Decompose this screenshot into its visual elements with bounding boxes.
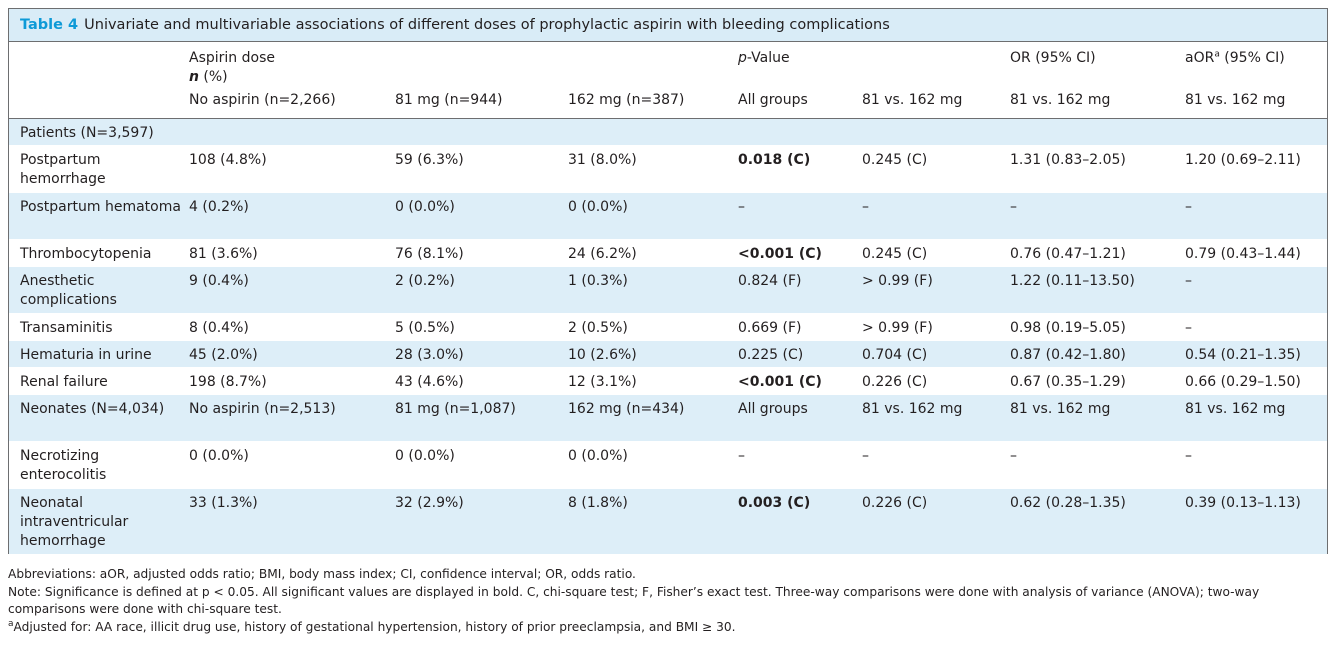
data-table: Aspirin dose n (%) p-Value OR (95% CI) aO…	[9, 42, 1327, 554]
col-162mg: 162 mg (n=387)	[568, 92, 685, 108]
table-frame: Table 4 Univariate and multivariable asso…	[8, 8, 1328, 554]
aor-header: aORa (95% CI)	[1185, 49, 1285, 66]
header-row-1: Aspirin dose n (%) p-Value OR (95% CI) aO…	[9, 42, 1327, 89]
table-row: Neonatal intraventricular hemorrhage 33 …	[9, 488, 1327, 554]
significance-note: Note: Significance is defined at p < 0.0…	[8, 584, 1260, 617]
table-row: Postpartum hemorrhage 108 (4.8%) 59 (6.3…	[9, 145, 1327, 192]
header-row-2: No aspirin (n=2,266) 81 mg (n=944) 162 m…	[9, 89, 1327, 118]
abbreviations-note: Abbreviations: aOR, adjusted odds ratio;…	[8, 567, 636, 581]
table-caption: Table 4 Univariate and multivariable asso…	[9, 9, 1327, 42]
table-row: Necrotizing enterocolitis 0 (0.0%) 0 (0.…	[9, 441, 1327, 488]
table-row: Anesthetic complications 9 (0.4%) 2 (0.2…	[9, 266, 1327, 313]
col-no-aspirin: No aspirin (n=2,266)	[189, 92, 336, 108]
table-label: Table 4	[20, 17, 79, 33]
patients-label: Patients (N=3,597)	[20, 124, 154, 141]
adjustment-footnote: aAdjusted for: AA race, illicit drug use…	[8, 618, 736, 634]
table-row: Hematuria in urine 45 (2.0%) 28 (3.0%) 1…	[9, 340, 1327, 367]
col-or-81-162: 81 vs. 162 mg	[1010, 92, 1111, 108]
neonates-group-row: Neonates (N=4,034) No aspirin (n=2,513) …	[9, 394, 1327, 441]
col-81mg: 81 mg (n=944)	[395, 92, 503, 108]
table-row: Thrombocytopenia 81 (3.6%) 76 (8.1%) 24 …	[9, 239, 1327, 266]
table-row: Transaminitis 8 (0.4%) 5 (0.5%) 2 (0.5%)…	[9, 313, 1327, 340]
col-p-81-162: 81 vs. 162 mg	[862, 92, 963, 108]
aspirin-dose-header: Aspirin dose n (%)	[189, 50, 275, 85]
patients-group-row: Patients (N=3,597)	[9, 118, 1327, 145]
table-notes: Abbreviations: aOR, adjusted odds ratio;…	[8, 566, 1328, 636]
neonates-label: Neonates (N=4,034)	[20, 400, 165, 417]
col-aor-81-162: 81 vs. 162 mg	[1185, 92, 1286, 108]
table-row: Renal failure 198 (8.7%) 43 (4.6%) 12 (3…	[9, 367, 1327, 394]
pvalue-header: p-Value	[738, 50, 790, 66]
table-title: Univariate and multivariable association…	[84, 17, 890, 33]
table-row: Postpartum hematoma 4 (0.2%) 0 (0.0%) 0 …	[9, 192, 1327, 239]
or-header: OR (95% CI)	[1010, 50, 1096, 66]
col-all-groups: All groups	[738, 92, 808, 108]
